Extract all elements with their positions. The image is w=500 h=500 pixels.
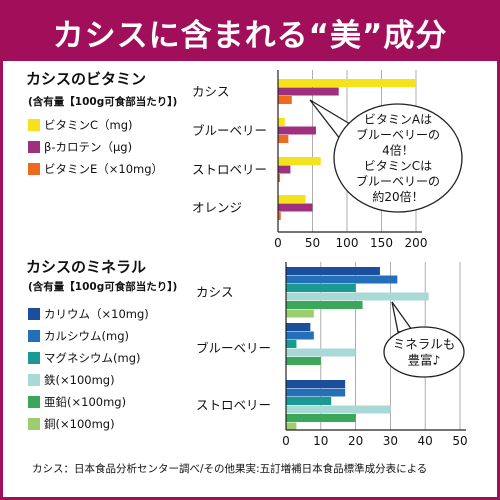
mineral-callout-tail: [391, 301, 414, 333]
vitamin-tick-label: 200: [405, 236, 428, 250]
vitamin-bar: [278, 135, 289, 143]
mineral-bar: [286, 301, 363, 309]
mineral-legend-item: 鉄(×100mg): [28, 372, 115, 388]
vitamin-legend-item: β-カロテン（μg): [28, 139, 132, 155]
vitamin-callout-bubble: [333, 103, 463, 213]
mineral-legend-label: 銅(×100mg): [44, 417, 115, 431]
vitamin-legend-item: ビタミンC（mg): [28, 117, 133, 133]
vitamin-callout-text: 約20倍！: [372, 189, 423, 204]
title-banner: カシスに含まれる“美”成分: [3, 3, 497, 61]
mineral-legend-item: マグネシウム(mg): [28, 350, 140, 366]
mineral-bar: [286, 397, 332, 405]
vitamin-section-subtitle: (含有量【100g可食部当たり】): [28, 96, 178, 108]
vitamin-bar: [278, 118, 285, 126]
mineral-category-label: ストロベリー: [196, 398, 271, 413]
mineral-legend-item: カリウム（×10mg): [28, 306, 149, 322]
mineral-bar: [286, 340, 297, 348]
vitamin-bar: [278, 87, 339, 96]
mineral-callout-bubble: [383, 326, 465, 378]
mineral-tick-label: 20: [348, 434, 363, 448]
mineral-tick-label: 50: [452, 434, 467, 448]
vitamin-tick-label: 50: [305, 236, 320, 250]
vitamin-callout-text: ビタミンAは: [364, 112, 432, 126]
vitamin-legend-label: ビタミンC（mg): [44, 118, 133, 132]
vitamin-bar: [278, 157, 321, 165]
mineral-legend-swatch: [28, 330, 40, 342]
page-title: カシスに含まれる“美”成分: [52, 17, 448, 54]
vitamin-callout-text: ビタミンCは: [364, 159, 432, 173]
mineral-legend-swatch: [28, 374, 40, 386]
mineral-legend-swatch: [28, 352, 40, 364]
mineral-legend-label: カリウム（×10mg): [44, 307, 149, 321]
vitamin-tick-label: 100: [336, 236, 359, 250]
mineral-tick-label: 30: [383, 434, 398, 448]
vitamin-bar: [278, 126, 316, 135]
vitamin-tick-label: 0: [274, 236, 282, 250]
mineral-section-title: カシスのミネラル: [26, 258, 147, 276]
mineral-legend-swatch: [28, 396, 40, 408]
mineral-legend-item: 銅(×100mg): [28, 416, 115, 432]
vitamin-callout-text: ブルーベリーの: [356, 127, 440, 142]
vitamin-bar: [278, 174, 281, 182]
vitamin-legend-swatch: [28, 119, 40, 131]
vitamin-legend-swatch: [28, 163, 40, 175]
mineral-bar: [286, 380, 346, 388]
mineral-category-label: ブルーベリー: [196, 341, 271, 356]
vitamin-bar: [278, 195, 306, 203]
vitamin-section-title: カシスのビタミン: [26, 70, 147, 88]
mineral-legend-label: マグネシウム(mg): [44, 351, 141, 365]
mineral-callout-text: ミネラルも: [393, 336, 456, 351]
mineral-bar: [286, 267, 380, 275]
vitamin-bar: [278, 96, 292, 104]
mineral-bar: [286, 422, 297, 431]
mineral-bar: [286, 405, 391, 414]
vitamin-category-label: ブルーベリー: [192, 123, 267, 138]
vitamin-bar: [278, 79, 416, 87]
mineral-tick-label: 10: [313, 434, 328, 448]
vitamin-bar: [278, 212, 281, 220]
mineral-legend-item: カルシウム(mg): [28, 328, 129, 344]
mineral-legend-item: 亜鉛(×100mg): [28, 394, 126, 410]
mineral-bar: [286, 275, 398, 284]
mineral-bar: [286, 388, 346, 397]
vitamin-category-label: カシス: [192, 84, 230, 99]
mineral-bar: [286, 309, 314, 318]
vitamin-legend-label: β-カロテン（μg): [44, 140, 133, 154]
mineral-bar: [286, 284, 356, 292]
mineral-legend-swatch: [28, 308, 40, 320]
mineral-legend-label: 亜鉛(×100mg): [44, 395, 127, 409]
vitamin-category-label: ストロベリー: [192, 162, 267, 177]
mineral-callout-text: 豊富♪: [408, 352, 441, 367]
vitamin-bar: [278, 203, 313, 212]
mineral-bar: [286, 292, 429, 301]
vitamin-bar: [278, 165, 291, 174]
vitamin-callout-text: ブルーベリーの: [356, 173, 440, 188]
mineral-bar: [286, 323, 311, 331]
mineral-bar: [286, 414, 356, 422]
mineral-bar: [286, 348, 356, 357]
vitamin-legend-label: ビタミンE（×10mg）: [44, 162, 164, 176]
vitamin-callout-text: 4倍！: [382, 142, 414, 157]
mineral-category-label: カシス: [196, 285, 234, 300]
vitamin-legend-item: ビタミンE（×10mg）: [28, 161, 163, 177]
vitamin-legend-swatch: [28, 141, 40, 153]
vitamin-category-label: オレンジ: [192, 200, 242, 215]
vitamin-tick-label: 150: [370, 236, 393, 250]
mineral-tick-label: 0: [282, 434, 290, 448]
mineral-tick-label: 40: [418, 434, 433, 448]
mineral-legend-label: カルシウム(mg): [44, 329, 129, 343]
mineral-bar: [286, 357, 321, 365]
source-note: カシス：日本食品分析センター調べ/その他果実:五訂増補日本食品標準成分表による: [32, 463, 428, 475]
mineral-legend-label: 鉄(×100mg): [44, 373, 115, 387]
mineral-section-subtitle: (含有量【100g可食部当たり】): [28, 281, 178, 293]
mineral-bar: [286, 331, 314, 340]
mineral-legend-swatch: [28, 418, 40, 430]
